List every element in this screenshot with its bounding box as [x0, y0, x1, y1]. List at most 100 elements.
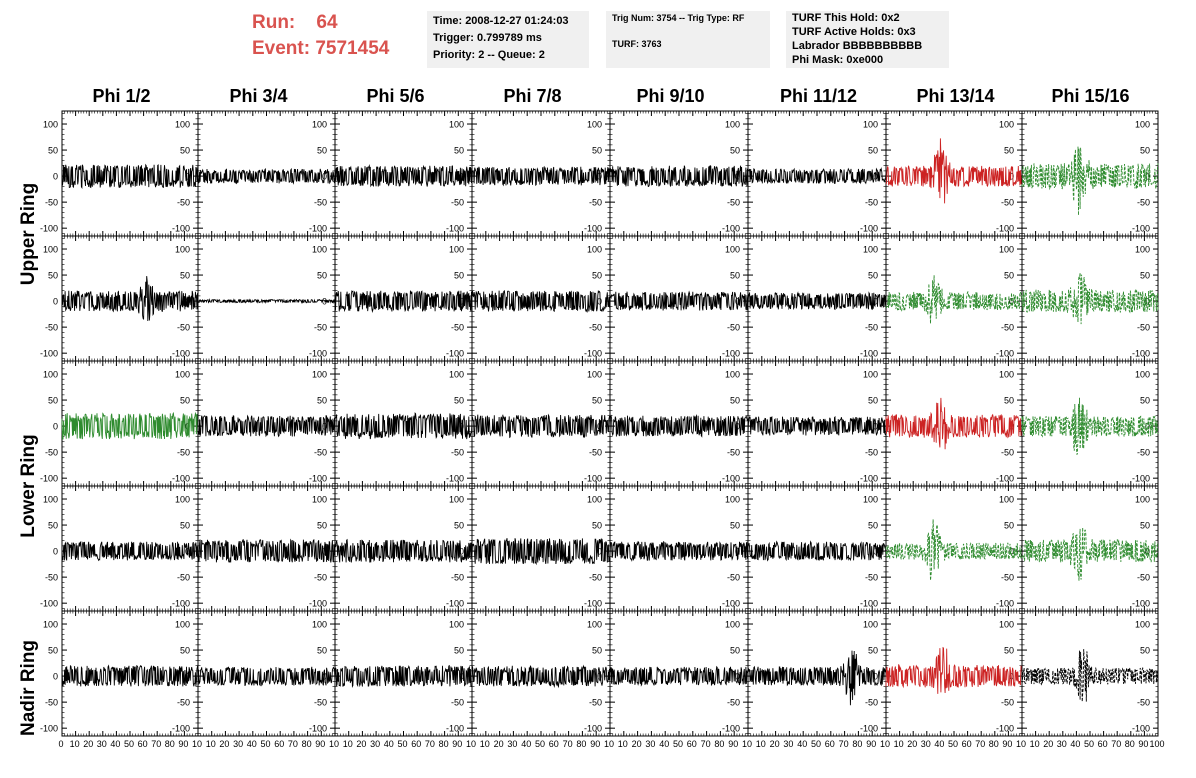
y-tick-label: 100	[312, 370, 327, 380]
y-tick-label: -50	[865, 448, 878, 458]
y-tick-label: 50	[317, 396, 327, 406]
y-tick-label: 100	[725, 370, 740, 380]
waveform-trace	[472, 415, 610, 438]
waveform-trace	[62, 542, 198, 561]
y-tick-label: 50	[317, 521, 327, 531]
waveform-trace	[198, 416, 335, 437]
y-tick-label: -50	[45, 198, 58, 208]
y-tick-label: -50	[177, 198, 190, 208]
y-tick-label: 100	[587, 245, 602, 255]
y-tick-label: 50	[454, 521, 464, 531]
y-tick-label: -50	[177, 323, 190, 333]
y-tick-label: 100	[725, 245, 740, 255]
y-tick-label: 50	[868, 396, 878, 406]
waveform-trace	[1022, 398, 1158, 455]
y-tick-label: -100	[722, 599, 740, 609]
waveform-trace	[748, 169, 886, 184]
waveform-trace	[472, 291, 610, 312]
waveform-trace	[748, 417, 886, 436]
y-tick-label: -50	[589, 448, 602, 458]
y-tick-label: 50	[48, 521, 58, 531]
y-tick-label: 0	[53, 297, 58, 307]
waveform-trace	[62, 165, 198, 188]
panel-frame	[198, 236, 335, 361]
y-tick-label: -100	[40, 474, 58, 484]
y-tick-label: 50	[730, 146, 740, 156]
y-tick-label: -100	[722, 349, 740, 359]
y-tick-label: -50	[45, 323, 58, 333]
y-tick-label: 100	[43, 370, 58, 380]
waveform-trace	[335, 291, 472, 312]
y-tick-label: 100	[587, 495, 602, 505]
y-tick-label: -50	[451, 448, 464, 458]
y-tick-label: -50	[727, 448, 740, 458]
y-tick-label: -100	[996, 474, 1014, 484]
y-tick-label: -50	[865, 323, 878, 333]
y-tick-label: 100	[863, 245, 878, 255]
y-tick-label: 50	[180, 146, 190, 156]
y-tick-label: 50	[730, 271, 740, 281]
y-tick-label: 100	[999, 120, 1014, 130]
y-tick-label: -100	[309, 599, 327, 609]
y-tick-label: 50	[592, 396, 602, 406]
y-tick-label: -100	[722, 224, 740, 234]
y-tick-label: -50	[177, 573, 190, 583]
y-tick-label: -50	[314, 198, 327, 208]
waveform-trace	[610, 166, 748, 187]
y-tick-label: -100	[40, 224, 58, 234]
y-tick-label: -50	[589, 323, 602, 333]
y-tick-label: 50	[730, 396, 740, 406]
waveform-trace	[610, 416, 748, 437]
y-tick-label: 100	[999, 370, 1014, 380]
y-tick-label: 50	[1004, 396, 1014, 406]
y-tick-label: -50	[1137, 448, 1150, 458]
y-tick-label: -100	[996, 224, 1014, 234]
y-tick-label: -50	[1001, 198, 1014, 208]
waveform-trace	[198, 540, 335, 563]
y-tick-label: -50	[727, 573, 740, 583]
y-tick-label: -100	[1132, 474, 1150, 484]
y-tick-label: 100	[43, 245, 58, 255]
y-tick-label: 100	[587, 120, 602, 130]
y-tick-label: 50	[180, 396, 190, 406]
y-tick-label: -50	[1137, 198, 1150, 208]
y-tick-label: 50	[730, 521, 740, 531]
y-tick-label: 100	[587, 370, 602, 380]
y-tick-label: 100	[1135, 245, 1150, 255]
y-tick-label: -50	[1137, 323, 1150, 333]
y-tick-label: -100	[584, 349, 602, 359]
y-tick-label: 0	[53, 547, 58, 557]
y-tick-label: -100	[996, 349, 1014, 359]
y-tick-label: -100	[309, 349, 327, 359]
y-tick-label: -50	[451, 198, 464, 208]
panel-frame	[198, 111, 335, 236]
y-tick-label: 100	[449, 120, 464, 130]
y-tick-label: 50	[180, 271, 190, 281]
y-tick-label: 50	[1140, 146, 1150, 156]
y-tick-label: 50	[592, 521, 602, 531]
y-tick-label: -100	[860, 474, 878, 484]
waveform-trace	[886, 398, 1022, 449]
waveform-trace	[610, 542, 748, 561]
waveform-trace	[472, 538, 610, 564]
y-tick-label: -100	[309, 474, 327, 484]
y-tick-label: 50	[868, 271, 878, 281]
waveform-trace	[886, 138, 1022, 203]
waveform-trace	[886, 275, 1022, 323]
waveform-trace	[198, 169, 335, 184]
y-tick-label: 50	[868, 146, 878, 156]
y-tick-label: -100	[446, 349, 464, 359]
y-tick-label: -100	[584, 599, 602, 609]
y-tick-label: 100	[312, 120, 327, 130]
waveform-trace	[472, 167, 610, 186]
y-tick-label: -100	[584, 474, 602, 484]
y-tick-label: 50	[48, 396, 58, 406]
y-tick-label: 100	[449, 495, 464, 505]
y-tick-label: -100	[172, 474, 190, 484]
waveform-trace	[62, 276, 198, 321]
waveform-trace	[1022, 273, 1158, 324]
y-tick-label: -50	[727, 198, 740, 208]
y-tick-label: -100	[860, 349, 878, 359]
y-tick-label: 100	[175, 370, 190, 380]
